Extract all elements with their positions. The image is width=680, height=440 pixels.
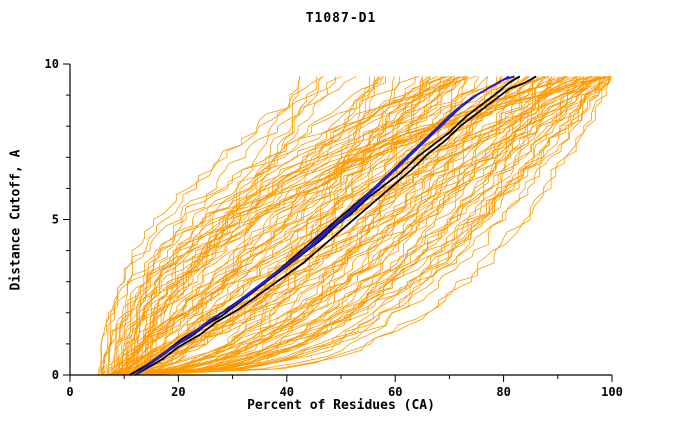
ensemble-model-curve [138, 76, 560, 376]
x-axis-label: Percent of Residues (CA) [247, 398, 435, 413]
ensemble-model-curve [100, 76, 322, 376]
ensemble-model-curve [122, 76, 598, 376]
ensemble-model-curve [126, 76, 585, 376]
ensemble-model-curve [140, 76, 566, 376]
ensemble-model-curve [100, 76, 466, 375]
ensemble-model-curve [113, 76, 497, 376]
x-tick-label: 40 [280, 385, 294, 399]
y-tick-label: 5 [52, 213, 59, 227]
ensemble-model-curve [142, 76, 465, 376]
ensemble-model-curve [144, 76, 528, 376]
highlighted-model-blue-2 [134, 75, 510, 376]
ensemble-model-curve [121, 76, 419, 376]
x-tick-label: 80 [496, 385, 510, 399]
y-tick-label: 0 [52, 368, 59, 382]
x-tick-label: 60 [388, 385, 402, 399]
ensemble-model-curve [124, 76, 431, 376]
ensemble-model-curve [111, 76, 380, 376]
chart-title: T1087-D1 [305, 11, 377, 26]
x-tick-label: 20 [171, 385, 185, 399]
ensemble-model-curve [100, 76, 501, 376]
ensemble-model-curve [113, 76, 553, 376]
ensemble-model-curve [144, 76, 380, 376]
ensemble-model-curve [117, 76, 606, 376]
ensemble-model-curve [118, 76, 549, 376]
ensemble-model-curve [136, 76, 488, 376]
ensemble-model-curve [98, 76, 567, 375]
ensemble-model-curve [101, 76, 596, 376]
ensemble-model-curve [133, 76, 387, 376]
highlighted-model-black-2 [134, 75, 537, 376]
ensemble-model-curve [125, 76, 504, 376]
ensemble-model-curve [113, 76, 550, 375]
ensemble-model-curve [115, 76, 610, 376]
ensemble-model-curve [103, 76, 343, 375]
ensemble-model-curve [119, 76, 602, 376]
ensemble-model-curve [129, 76, 531, 376]
ensemble-model-curve [131, 76, 518, 376]
ensemble-model-curve [126, 76, 612, 376]
ensemble-model-curve [141, 76, 529, 376]
ensemble-model-curve [136, 76, 459, 376]
ensemble-model-curve [144, 76, 375, 376]
ensemble-model-curve [123, 76, 454, 376]
ensemble-model-curve [103, 76, 566, 376]
ensemble-model-curve [110, 76, 488, 376]
ensemble-model-curve [143, 76, 438, 376]
ensemble-model-curve [125, 76, 519, 376]
x-tick-label: 0 [66, 385, 73, 399]
ensemble-model-curve [109, 76, 461, 376]
x-tick-label: 100 [601, 385, 623, 399]
ensemble-model-curve [117, 76, 337, 376]
ensemble-model-curve [120, 76, 520, 376]
ensemble-model-curve [136, 76, 602, 376]
ensemble-model-curve [139, 76, 576, 376]
ensemble-model-curve [97, 76, 609, 376]
ensemble-model-curve [137, 76, 605, 376]
ensemble-model-curve [136, 76, 535, 376]
ensemble-model-curve [139, 76, 427, 376]
ensemble-model-curve [125, 76, 600, 376]
ensemble-model-curve [110, 76, 546, 376]
ensemble-model-curve [108, 76, 593, 376]
ensemble-model-curve [101, 76, 325, 375]
ensemble-model-curve [123, 76, 437, 376]
y-tick-label: 10 [45, 57, 59, 71]
ensemble-model-curve [140, 76, 608, 376]
ensemble-model-curve [126, 76, 441, 376]
ensemble-model-curve [120, 76, 383, 376]
ensemble-model-curve [143, 76, 446, 376]
ensemble-model-curve [111, 76, 469, 375]
ensemble-model-curve [141, 76, 612, 376]
